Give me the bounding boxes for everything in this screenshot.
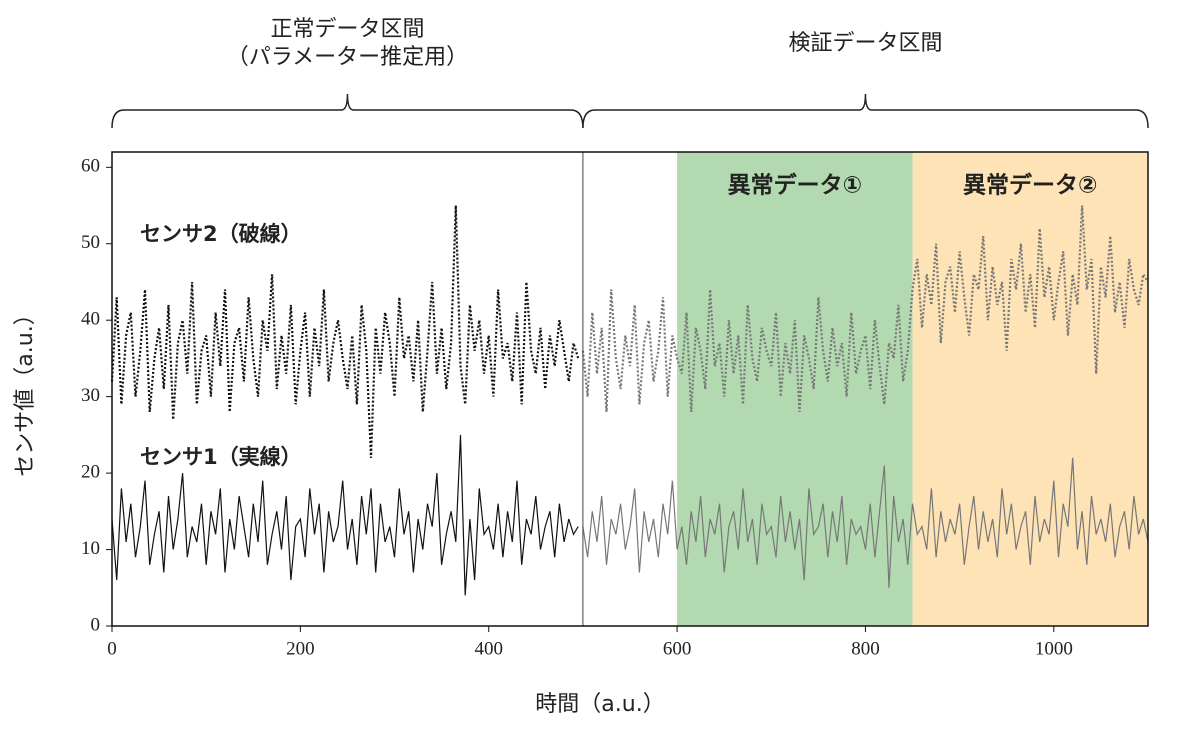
interval-label: 検証データ区間 — [788, 31, 942, 56]
series-line — [110, 205, 580, 458]
x-axis-label: 時間（a.u.） — [535, 692, 664, 717]
plot-frame — [111, 151, 1149, 627]
series-label: センサ1（実線） — [140, 445, 302, 469]
interval-brace — [582, 93, 1149, 129]
x-tick-label: 1000 — [1035, 638, 1073, 659]
y-tick-label: 40 — [81, 309, 100, 330]
interval-label: 正常データ区間 — [270, 17, 424, 42]
y-tick-label: 30 — [81, 385, 100, 406]
y-tick-label: 10 — [81, 538, 100, 559]
x-tick-label: 600 — [663, 638, 692, 659]
y-tick-label: 0 — [91, 614, 101, 635]
series-line — [111, 434, 579, 596]
x-tick-label: 400 — [474, 638, 503, 659]
x-tick-label: 200 — [286, 638, 315, 659]
anomaly-region — [677, 152, 913, 626]
interval-brace — [111, 93, 584, 129]
series-line — [582, 457, 1149, 588]
series-line — [581, 205, 1149, 412]
region-label: 異常データ① — [728, 172, 862, 199]
y-tick-label: 20 — [81, 461, 100, 482]
y-tick-label: 50 — [81, 232, 100, 253]
anomaly-region — [912, 152, 1148, 626]
x-tick-label: 0 — [107, 638, 117, 659]
y-tick-label: 60 — [81, 156, 100, 177]
y-axis-label: センサ値（a.u.） — [13, 303, 38, 476]
series-label: センサ2（破線） — [140, 222, 302, 246]
x-tick-label: 800 — [851, 638, 880, 659]
interval-label: （パラメーター推定用） — [227, 45, 468, 70]
region-label: 異常データ② — [963, 172, 1097, 199]
